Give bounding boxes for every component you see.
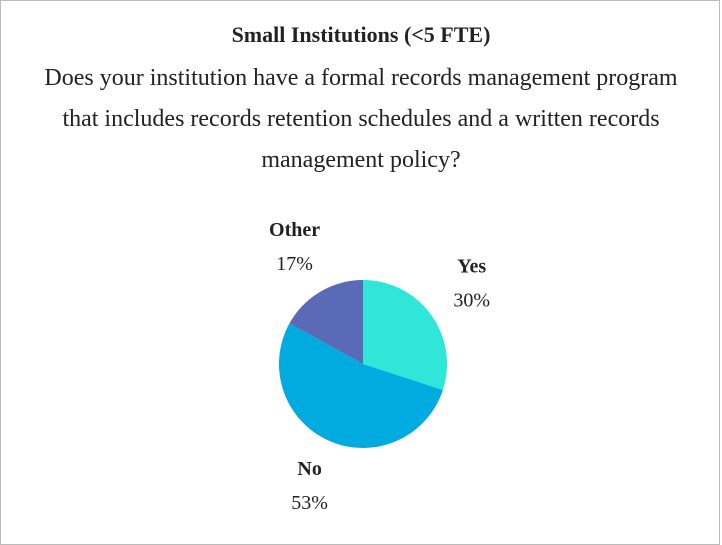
pie-slice xyxy=(289,280,363,364)
slice-label: Other xyxy=(269,219,320,241)
chart-title: Small Institutions (<5 FTE) xyxy=(231,22,491,47)
pie-slice xyxy=(278,323,443,449)
chart-subtitle: Does your institution have a formal reco… xyxy=(44,65,678,173)
pie-slice xyxy=(363,280,447,390)
slice-value: 17% xyxy=(276,253,313,275)
slice-label: No xyxy=(297,458,321,480)
slice-value: 30% xyxy=(453,290,490,312)
slice-value: 53% xyxy=(291,492,328,514)
slice-label: Yes xyxy=(457,256,486,278)
